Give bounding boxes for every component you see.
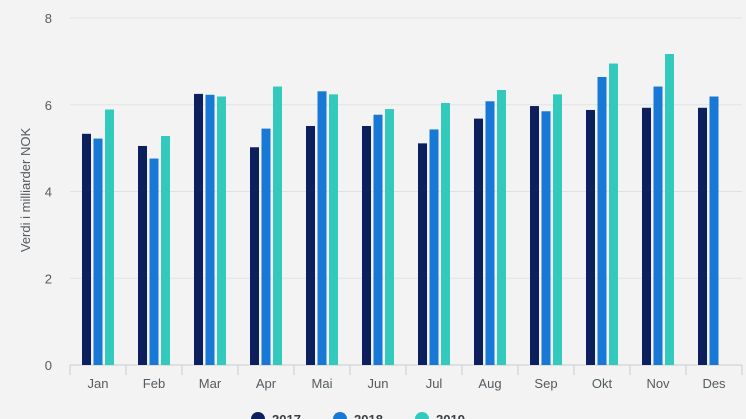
x-tick-label: Mar xyxy=(199,376,222,391)
bar-2018-feb: 2018 Feb: 4.76 xyxy=(149,158,159,365)
bar-2019-okt: 2019 Okt: 6.95 xyxy=(609,63,618,365)
bar-2017-nov: 2017 Nov: 5.93 xyxy=(642,107,651,365)
bar-2019-jul: 2019 Jul: 6.04 xyxy=(441,103,450,365)
legend[interactable]: 2017 2018 2019 xyxy=(251,412,465,419)
bar-2019-feb: 2019 Feb: 5.28 xyxy=(161,135,170,365)
y-axis-title: Verdi i milliarder NOK xyxy=(18,128,33,253)
x-tick-label: Apr xyxy=(256,376,277,391)
y-tick-label: 2 xyxy=(45,271,52,286)
bar-2018-jul: 2018 Jul: 5.43 xyxy=(429,129,439,365)
bar-2018-aug: 2018 Aug: 6.08 xyxy=(485,101,495,365)
x-tick-label: Sep xyxy=(534,376,557,391)
bar-2018-nov: 2018 Nov: 6.42 xyxy=(653,86,663,365)
bar-2018-okt: 2018 Okt: 6.64 xyxy=(597,76,607,366)
bar-2018-mar: 2018 Mar: 6.23 xyxy=(205,94,215,366)
bar-2017-jun: 2017 Jun: 5.51 xyxy=(362,126,371,365)
bar-2018-apr: 2018 Apr: 5.45 xyxy=(261,128,271,365)
x-tick-label: Des xyxy=(702,376,726,391)
x-tick-label: Nov xyxy=(646,376,670,391)
bars: 2017 Jan: 5.332018 Jan: 5.222019 Jan: 5.… xyxy=(82,54,719,366)
bar-2018-jan: 2018 Jan: 5.22 xyxy=(93,138,103,365)
x-tick-label: Jun xyxy=(368,376,389,391)
bar-2017-des: 2017 Des: 5.93 xyxy=(698,107,707,365)
y-tick-label: 6 xyxy=(45,98,52,113)
bar-2019-aug: 2019 Aug: 6.34 xyxy=(497,90,506,365)
bar-2017-apr: 2017 Apr: 5.02 xyxy=(250,147,259,365)
bar-2019-sep: 2019 Sep: 6.24 xyxy=(553,94,562,365)
x-tick-label: Jan xyxy=(88,376,109,391)
y-tick-label: 4 xyxy=(45,185,52,200)
legend-marker xyxy=(415,412,429,419)
bar-2017-jul: 2017 Jul: 5.11 xyxy=(418,143,427,365)
bar-2018-jun: 2018 Jun: 5.77 xyxy=(373,114,383,365)
bar-2019-nov: 2019 Nov: 7.17 xyxy=(665,54,674,365)
legend-item-2019[interactable]: 2019 xyxy=(415,412,465,419)
bar-2018-mai: 2018 Mai: 6.31 xyxy=(317,91,327,366)
bar-2019-jan: 2019 Jan: 5.89 xyxy=(105,109,114,366)
x-tick-label: Okt xyxy=(592,376,613,391)
legend-marker xyxy=(333,412,347,419)
bar-2017-aug: 2017 Aug: 5.68 xyxy=(474,118,483,365)
bar-2017-mar: 2017 Mar: 6.25 xyxy=(194,93,203,365)
x-tick-label: Aug xyxy=(478,376,501,391)
x-tick-label: Jul xyxy=(426,376,443,391)
y-tick-label: 8 xyxy=(45,11,52,26)
gridlines xyxy=(70,17,742,366)
bar-2019-apr: 2019 Apr: 6.42 xyxy=(273,86,282,365)
bar-2019-jun: 2019 Jun: 5.9 xyxy=(385,109,394,366)
bar-2017-jan: 2017 Jan: 5.33 xyxy=(82,133,91,365)
bar-2017-sep: 2017 Sep: 5.97 xyxy=(530,106,539,366)
bar-2018-des: 2018 Des: 6.19 xyxy=(709,96,719,365)
bar-2017-feb: 2017 Feb: 5.05 xyxy=(138,145,147,365)
x-tick-label: Feb xyxy=(143,376,165,391)
bar-2017-mai: 2017 Mai: 5.51 xyxy=(306,126,315,365)
bar-2017-okt: 2017 Okt: 5.88 xyxy=(586,109,595,365)
legend-marker xyxy=(251,412,265,419)
y-tick-label: 0 xyxy=(45,358,52,373)
bar-2019-mar: 2019 Mar: 6.19 xyxy=(217,96,226,365)
bar-2018-sep: 2018 Sep: 5.85 xyxy=(541,111,551,365)
legend-label: 2019 xyxy=(436,412,465,419)
legend-item-2017[interactable]: 2017 xyxy=(251,412,301,419)
x-tick-label: Mai xyxy=(312,376,333,391)
legend-label: 2018 xyxy=(354,412,383,419)
legend-label: 2017 xyxy=(272,412,301,419)
bar-2019-mai: 2019 Mai: 6.24 xyxy=(329,94,338,365)
axes: 0 2 4 6 8 Jan Feb Mar Apr Mai Jun Jul Aug Sep Okt Nov De… xyxy=(45,11,743,391)
legend-item-2018[interactable]: 2018 xyxy=(333,412,383,419)
